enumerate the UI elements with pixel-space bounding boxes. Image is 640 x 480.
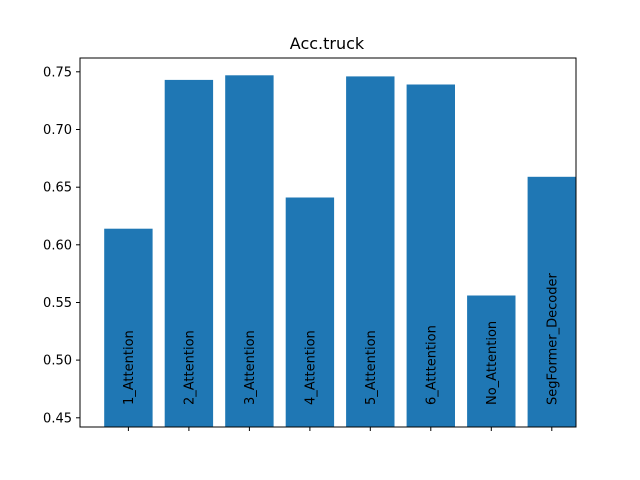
bar-5_Attention (346, 76, 395, 428)
bar-3_Attention (225, 75, 274, 428)
y-tick-label: 0.55 (43, 296, 72, 311)
y-tick-label: 0.45 (43, 411, 72, 426)
bar-6_Atttention (406, 84, 455, 427)
bar-label-5_Attention: 5_Attention (364, 330, 379, 405)
bar-SegFormer_Decoder (527, 176, 576, 427)
bar-4_Attention (285, 197, 335, 427)
y-axis: 0.45 0.50 0.55 0.60 0.65 0.70 0.75 (43, 65, 80, 426)
bars-group: 1_Attention 2_Attention 3_Attention 4_Atten… (104, 75, 576, 428)
bar-label-4_Attention: 4_Attention (303, 330, 318, 405)
bar-label-No_Attention: No_Attention (485, 321, 500, 405)
y-tick-label: 0.70 (43, 123, 72, 138)
y-tick-label: 0.60 (43, 238, 72, 253)
bar-No_Attention (467, 295, 516, 427)
plot-frame (79, 57, 577, 428)
bar-label-1_Attention: 1_Attention (122, 330, 137, 405)
y-tick-label: 0.65 (43, 181, 72, 196)
x-axis (127, 427, 553, 431)
chart-title: Acc.truck (290, 34, 365, 53)
bar-label-6_Atttention: 6_Atttention (424, 325, 439, 405)
y-tick-label: 0.50 (43, 354, 72, 369)
bar-label-SegFormer_Decoder: SegFormer_Decoder (545, 273, 560, 405)
bar-label-2_Attention: 2_Attention (182, 330, 197, 405)
bar-1_Attention (104, 228, 153, 427)
bar-label-3_Attention: 3_Attention (243, 330, 258, 405)
y-tick-label: 0.75 (43, 65, 72, 80)
bar-2_Attention (164, 79, 214, 428)
